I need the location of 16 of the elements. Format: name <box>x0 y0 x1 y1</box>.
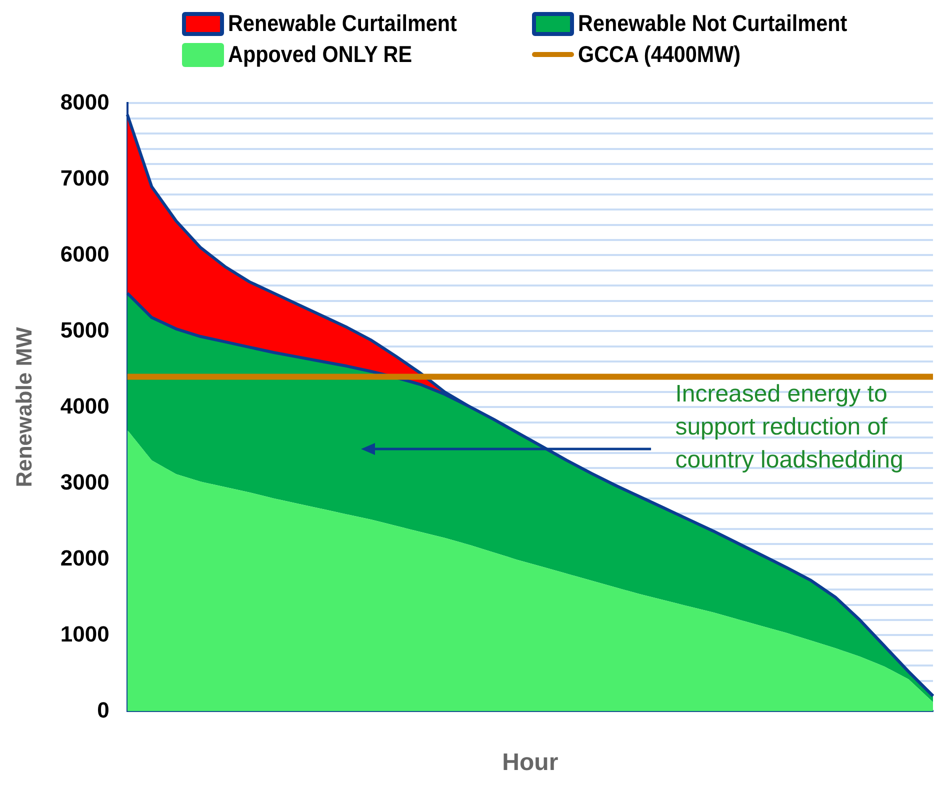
annotation: Increased energy to support reduction of country loadshedding <box>675 380 904 474</box>
y-tick-label: 7000 <box>60 165 110 190</box>
y-tick-label: 1000 <box>60 621 110 646</box>
y-tick-label: 4000 <box>60 393 110 418</box>
legend-label: Appoved ONLY RE <box>228 41 412 68</box>
y-tick-label: 0 <box>97 697 110 722</box>
y-tick-label: 3000 <box>60 469 110 494</box>
y-axis-title: Renewable MW <box>11 326 36 488</box>
y-tick-label: 6000 <box>60 241 110 266</box>
legend-label: Renewable Curtailment <box>228 10 456 37</box>
legend-label: Renewable Not Curtailment <box>578 10 847 37</box>
y-tick-label: 5000 <box>60 317 110 342</box>
legend-label: GCCA (4400MW) <box>578 41 740 68</box>
x-axis-title: Hour <box>502 749 558 776</box>
y-tick-label: 2000 <box>60 545 110 570</box>
y-tick-label: 8000 <box>60 89 110 114</box>
